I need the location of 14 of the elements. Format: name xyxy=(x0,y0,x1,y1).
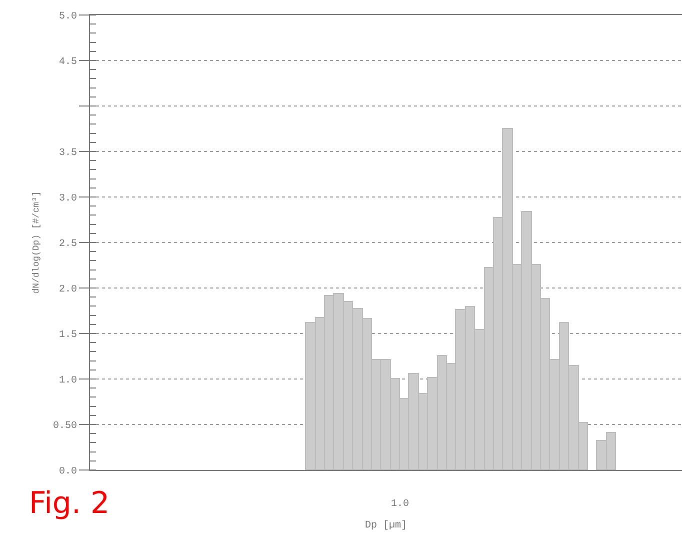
y-tick-label: 3.0 xyxy=(58,194,77,204)
text: 1.0 xyxy=(391,499,410,510)
y-tick-label: 0.50 xyxy=(52,421,77,432)
y-tick-label: 4.5 xyxy=(58,57,77,68)
y-tick-label: 3.5 xyxy=(58,148,77,159)
y-axis-title: dN/dlog(Dp) [#/cm³] xyxy=(31,191,42,294)
y-tick-label: 2.0 xyxy=(58,284,77,296)
y-tick-label: 2.5 xyxy=(58,239,77,250)
y-tick-label: 1.5 xyxy=(58,330,77,341)
caption: Fig. 2 xyxy=(29,486,110,521)
y-tick-label: 1.0 xyxy=(58,376,77,386)
y-tick-label: 0.0 xyxy=(58,466,77,478)
x-axis-title: Dp [µm] xyxy=(364,520,408,532)
y-tick-label: 5.0 xyxy=(58,12,77,22)
